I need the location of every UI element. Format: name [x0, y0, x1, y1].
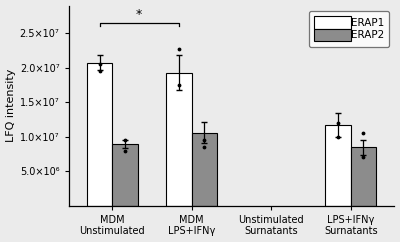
Y-axis label: LFQ intensity: LFQ intensity [6, 69, 16, 142]
Bar [112, 144, 138, 206]
Bar [325, 125, 351, 206]
Legend: ERAP1, ERAP2: ERAP1, ERAP2 [309, 11, 389, 47]
Bar [351, 147, 376, 206]
Text: *: * [136, 8, 142, 22]
Bar [166, 73, 192, 206]
Bar [87, 63, 112, 206]
Bar [192, 133, 217, 206]
